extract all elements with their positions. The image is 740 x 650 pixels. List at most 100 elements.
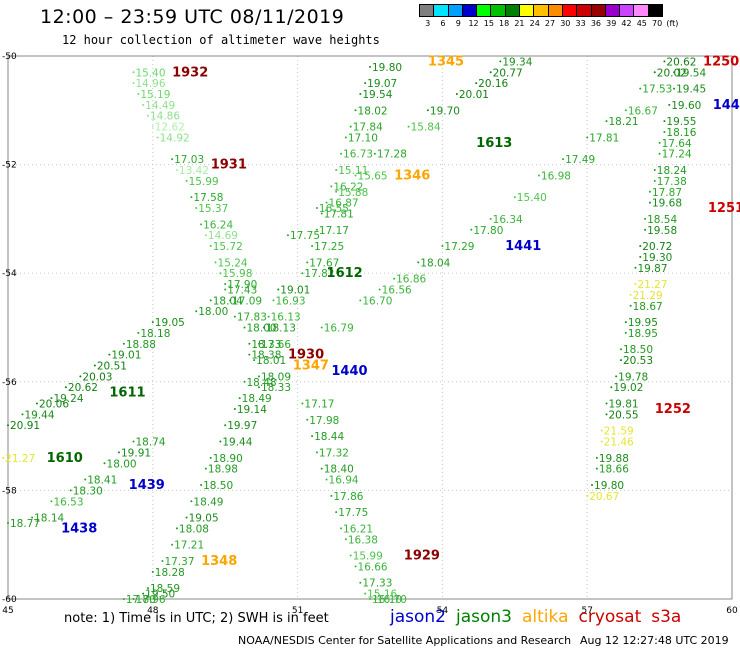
colorbar-label: 27 [544,19,556,28]
reading-dot [340,152,343,155]
wave-height-label: 18.48 [247,377,277,389]
footer-note: note: 1) Time is in UTC; 2) SWH is in fe… [64,611,329,626]
reading-dot [639,255,642,258]
reading-dot [21,413,24,416]
colorbar-label: 3 [425,19,431,28]
x-tick-label: 60 [726,606,738,616]
reading-dot [619,348,622,351]
wave-height-label: 17.87 [652,187,682,199]
reading-dot [315,228,318,231]
reading-dot [441,245,444,248]
wave-height-label: 17.38 [657,176,687,188]
wave-height-label: 16.98 [541,170,571,182]
reading-dot [668,103,671,106]
wave-height-label: 21.27 [637,279,667,291]
wave-height-label: 17.96 [135,594,165,606]
reading-dot [108,353,111,356]
wave-height-label: 18.88 [126,339,156,351]
wave-height-label: 15.11 [338,165,368,177]
wave-height-label: 20.03 [82,371,112,383]
reading-dot [301,402,304,405]
wave-height-label: 19.05 [155,317,185,329]
wave-height-label: 17.80 [473,225,503,237]
wave-height-label: 14.69 [208,230,238,242]
wave-height-label: 16.34 [493,214,523,226]
colorbar-label: 30 [560,19,571,28]
wave-height-label: 17.83 [237,312,267,324]
wave-height-label: 17.33 [362,578,392,590]
wave-height-label: 21.46 [604,437,634,449]
wave-height-label: 19.95 [628,317,658,329]
wave-height-label: 20.67 [589,491,619,503]
wave-height-label: 19.78 [618,371,648,383]
reading-dot [330,494,333,497]
wave-height-label: 16.73 [343,149,373,161]
wave-height-label: 15.40 [517,192,547,204]
reading-dot [349,554,352,557]
x-tick-label: 51 [292,606,303,616]
reading-dot [50,500,53,503]
wave-height-label: 17.37 [164,556,194,568]
wave-height-label: 16.93 [275,295,305,307]
reading-dot [248,353,251,356]
satellite-jason3: jason3 [456,607,512,627]
wave-height-label: 17.66 [261,339,291,351]
reading-dot [629,293,632,296]
reading-dot [364,82,367,85]
wave-height-label: 15.37 [198,203,228,215]
reading-dot [653,179,656,182]
wave-height-label: 18.44 [314,431,344,443]
wave-height-label: 17.81 [324,208,354,220]
wave-height-label: 19.01 [280,284,310,296]
reading-dot [475,82,478,85]
reading-dot [354,565,357,568]
reading-dot [320,326,323,329]
reading-dot [277,288,280,291]
reading-dot [175,169,178,172]
wave-height-label: 18.00 [247,323,277,335]
reading-dot [373,152,376,155]
reading-dot [470,228,473,231]
wave-height-label: 20.91 [10,420,40,432]
reading-dot [320,467,323,470]
pass-label: 1439 [129,478,165,493]
reading-dot [426,109,429,112]
wave-height-label: 17.84 [353,122,383,134]
wave-height-label: 16.24 [203,219,233,231]
wave-height-label: 17.28 [377,149,407,161]
x-tick-label: 57 [581,606,592,616]
reading-dot [103,462,106,465]
wave-height-label: 16.94 [329,475,359,487]
reading-dot [257,386,260,389]
reading-dot [644,228,647,231]
colorbar-label: 24 [529,19,540,28]
reading-dot [122,342,125,345]
reading-dot [151,125,154,128]
pass-label: 1613 [476,136,512,151]
wave-height-label: 17.09 [232,295,262,307]
colorbar-label: 21 [514,19,525,28]
wave-height-label: 17.21 [174,540,204,552]
pass-label: 1931 [211,158,247,173]
colorbar-label: 33 [575,19,586,28]
reading-dot [204,234,207,237]
reading-dot [648,190,651,193]
wave-height-label: 20.02 [657,67,687,79]
reading-dot [209,456,212,459]
satellite-s3a: s3a [651,607,682,627]
reading-dot [79,375,82,378]
reading-dot [233,315,236,318]
wave-height-label: 18.66 [599,464,629,476]
pass-label: 1442 [713,98,740,113]
reading-dot [204,467,207,470]
wave-height-label: 19.24 [53,393,83,405]
reading-dot [653,169,656,172]
reading-dot [320,212,323,215]
reading-dot [624,321,627,324]
wave-height-label: 16.70 [377,594,407,606]
reading-dot [591,483,594,486]
x-tick-label: 48 [147,606,159,616]
chart-subtitle: 12 hour collection of altimeter wave hei… [62,33,380,47]
wave-height-label: 16.22 [333,181,363,193]
